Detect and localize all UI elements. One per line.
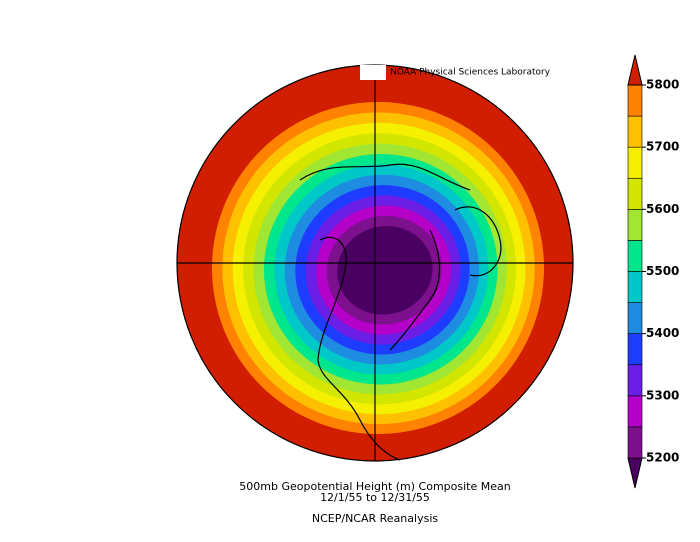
lab-label: NOAA Physical Sciences Laboratory — [390, 68, 551, 78]
colorbar-tick-label: 5300 — [646, 388, 679, 402]
colorbar-segment — [627, 364, 643, 397]
colorbar-segment — [627, 302, 643, 334]
colorbar-tick-label: 5700 — [646, 140, 679, 154]
height-region — [337, 226, 433, 315]
colorbar-tick-label: 5500 — [646, 264, 679, 278]
colorbar-tick-label: 5600 — [646, 202, 679, 216]
colorbar-triangle — [627, 457, 643, 489]
colorbar-segment — [627, 240, 643, 272]
colorbar: 5200 5300 5400 5500 5600 5700 5800 — [627, 54, 679, 489]
colorbar-segment — [627, 146, 643, 179]
colorbar-segment — [627, 333, 643, 366]
colorbar-tick-label: 5800 — [646, 78, 679, 92]
caption: NCEP/NCAR Reanalysis — [312, 512, 438, 525]
colorbar-segment — [627, 115, 643, 148]
colorbar-tick-label: 5200 — [646, 451, 679, 465]
colorbar-tick-label: 5400 — [646, 326, 679, 340]
coastline — [299, 163, 502, 461]
colorbar-segment — [627, 84, 643, 117]
colorbar-segment — [627, 395, 643, 428]
colorbar-segment — [627, 426, 643, 459]
caption: 12/1/55 to 12/31/55 — [320, 491, 430, 504]
caption: 500mb Geopotential Height (m) Composite … — [239, 480, 510, 493]
colorbar-segment — [627, 177, 643, 210]
colorbar-segment — [627, 209, 643, 241]
colorbar-triangle — [627, 54, 643, 86]
colorbar-segment — [627, 271, 643, 303]
map — [177, 65, 573, 461]
label-box — [360, 65, 386, 80]
